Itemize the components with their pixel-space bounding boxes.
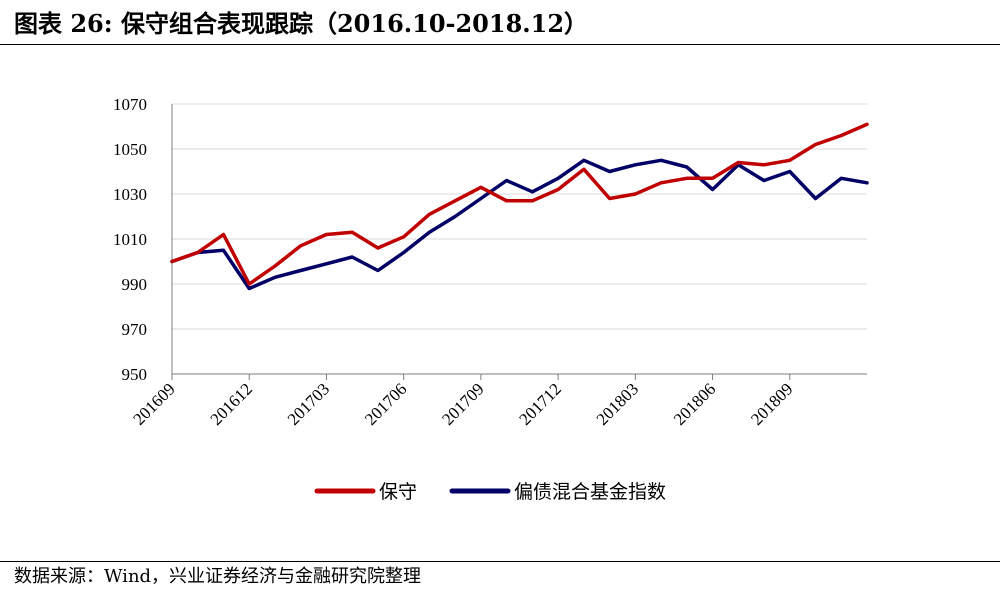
x-tick-label: 201809 xyxy=(747,379,796,428)
x-tick-label: 201803 xyxy=(593,379,642,428)
axes: 950 970 990 1010 1030 1050 1070 201609 201612 201… xyxy=(113,95,867,429)
x-tick-label: 201703 xyxy=(284,379,333,428)
source-note: 数据来源：Wind，兴业证券经济与金融研究院整理 xyxy=(14,566,422,587)
gridlines xyxy=(172,103,867,330)
y-tick-label: 1070 xyxy=(113,95,147,114)
legend-label-bond-hybrid-index: 偏债混合基金指数 xyxy=(514,481,666,503)
y-tick-label: 990 xyxy=(122,275,148,294)
x-tick-label: 201609 xyxy=(129,379,178,428)
x-tick-label: 201806 xyxy=(670,379,719,428)
series-lines xyxy=(170,122,869,291)
x-tick-label: 201612 xyxy=(207,379,256,428)
y-tick-label: 1010 xyxy=(113,230,147,249)
series-line-conservative xyxy=(170,122,869,286)
title-divider xyxy=(0,44,1000,45)
y-tick-label: 970 xyxy=(122,320,148,339)
x-tick-label: 201709 xyxy=(438,379,487,428)
legend-label-conservative: 保守 xyxy=(379,481,417,503)
legend: 保守 偏债混合基金指数 xyxy=(314,481,666,503)
source-divider xyxy=(0,561,1000,562)
y-tick-label: 1050 xyxy=(113,140,147,159)
x-tick-label: 201706 xyxy=(361,379,410,428)
y-tick-label: 1030 xyxy=(113,185,147,204)
x-tick-label: 201712 xyxy=(515,379,564,428)
series-line-bond-hybrid-index xyxy=(170,158,869,291)
figure-title: 图表 26: 保守组合表现跟踪（2016.10-2018.12） xyxy=(14,9,589,38)
y-tick-label: 950 xyxy=(122,365,148,384)
